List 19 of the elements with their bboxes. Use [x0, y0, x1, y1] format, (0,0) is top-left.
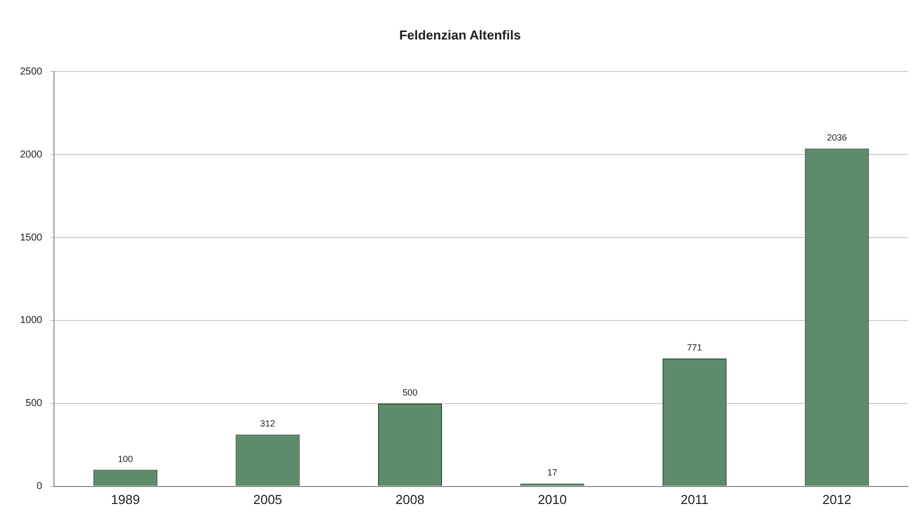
data-label: 771 — [687, 342, 702, 352]
x-tick-label: 2011 — [680, 492, 709, 507]
x-tick-label: 2008 — [396, 492, 424, 507]
y-tick-label: 2500 — [20, 66, 43, 78]
chart-title: Feldenzian Altenfils — [399, 27, 521, 42]
data-label: 17 — [547, 468, 558, 478]
x-tick-label: 2012 — [822, 492, 852, 507]
data-label: 312 — [260, 418, 276, 429]
x-tick-label: 1989 — [110, 492, 140, 507]
data-label: 500 — [402, 387, 418, 398]
y-tick-label: 2000 — [20, 149, 43, 160]
y-tick-label: 500 — [26, 398, 43, 410]
y-tick-label: 0 — [36, 481, 43, 492]
data-label: 100 — [118, 454, 133, 464]
y-tick-label: 1000 — [20, 315, 43, 326]
y-tick-label: 1500 — [20, 232, 43, 244]
x-tick-label: 2005 — [253, 492, 282, 507]
x-tick-label: 2010 — [538, 492, 567, 507]
data-label: 2036 — [826, 132, 847, 143]
